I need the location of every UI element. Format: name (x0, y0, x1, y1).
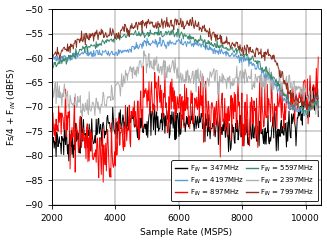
X-axis label: Sample Rate (MSPS): Sample Rate (MSPS) (141, 228, 232, 237)
Legend: F$_{IN}$ = 347MHz, F$_{IN}$ = 4197MHz, F$_{IN}$ = 897MHz, F$_{IN}$ = 5597MHz, F$: F$_{IN}$ = 347MHz, F$_{IN}$ = 4197MHz, F… (171, 160, 318, 201)
Y-axis label: Fs/4 + F$_{IN}$ (dBFS): Fs/4 + F$_{IN}$ (dBFS) (6, 68, 18, 146)
